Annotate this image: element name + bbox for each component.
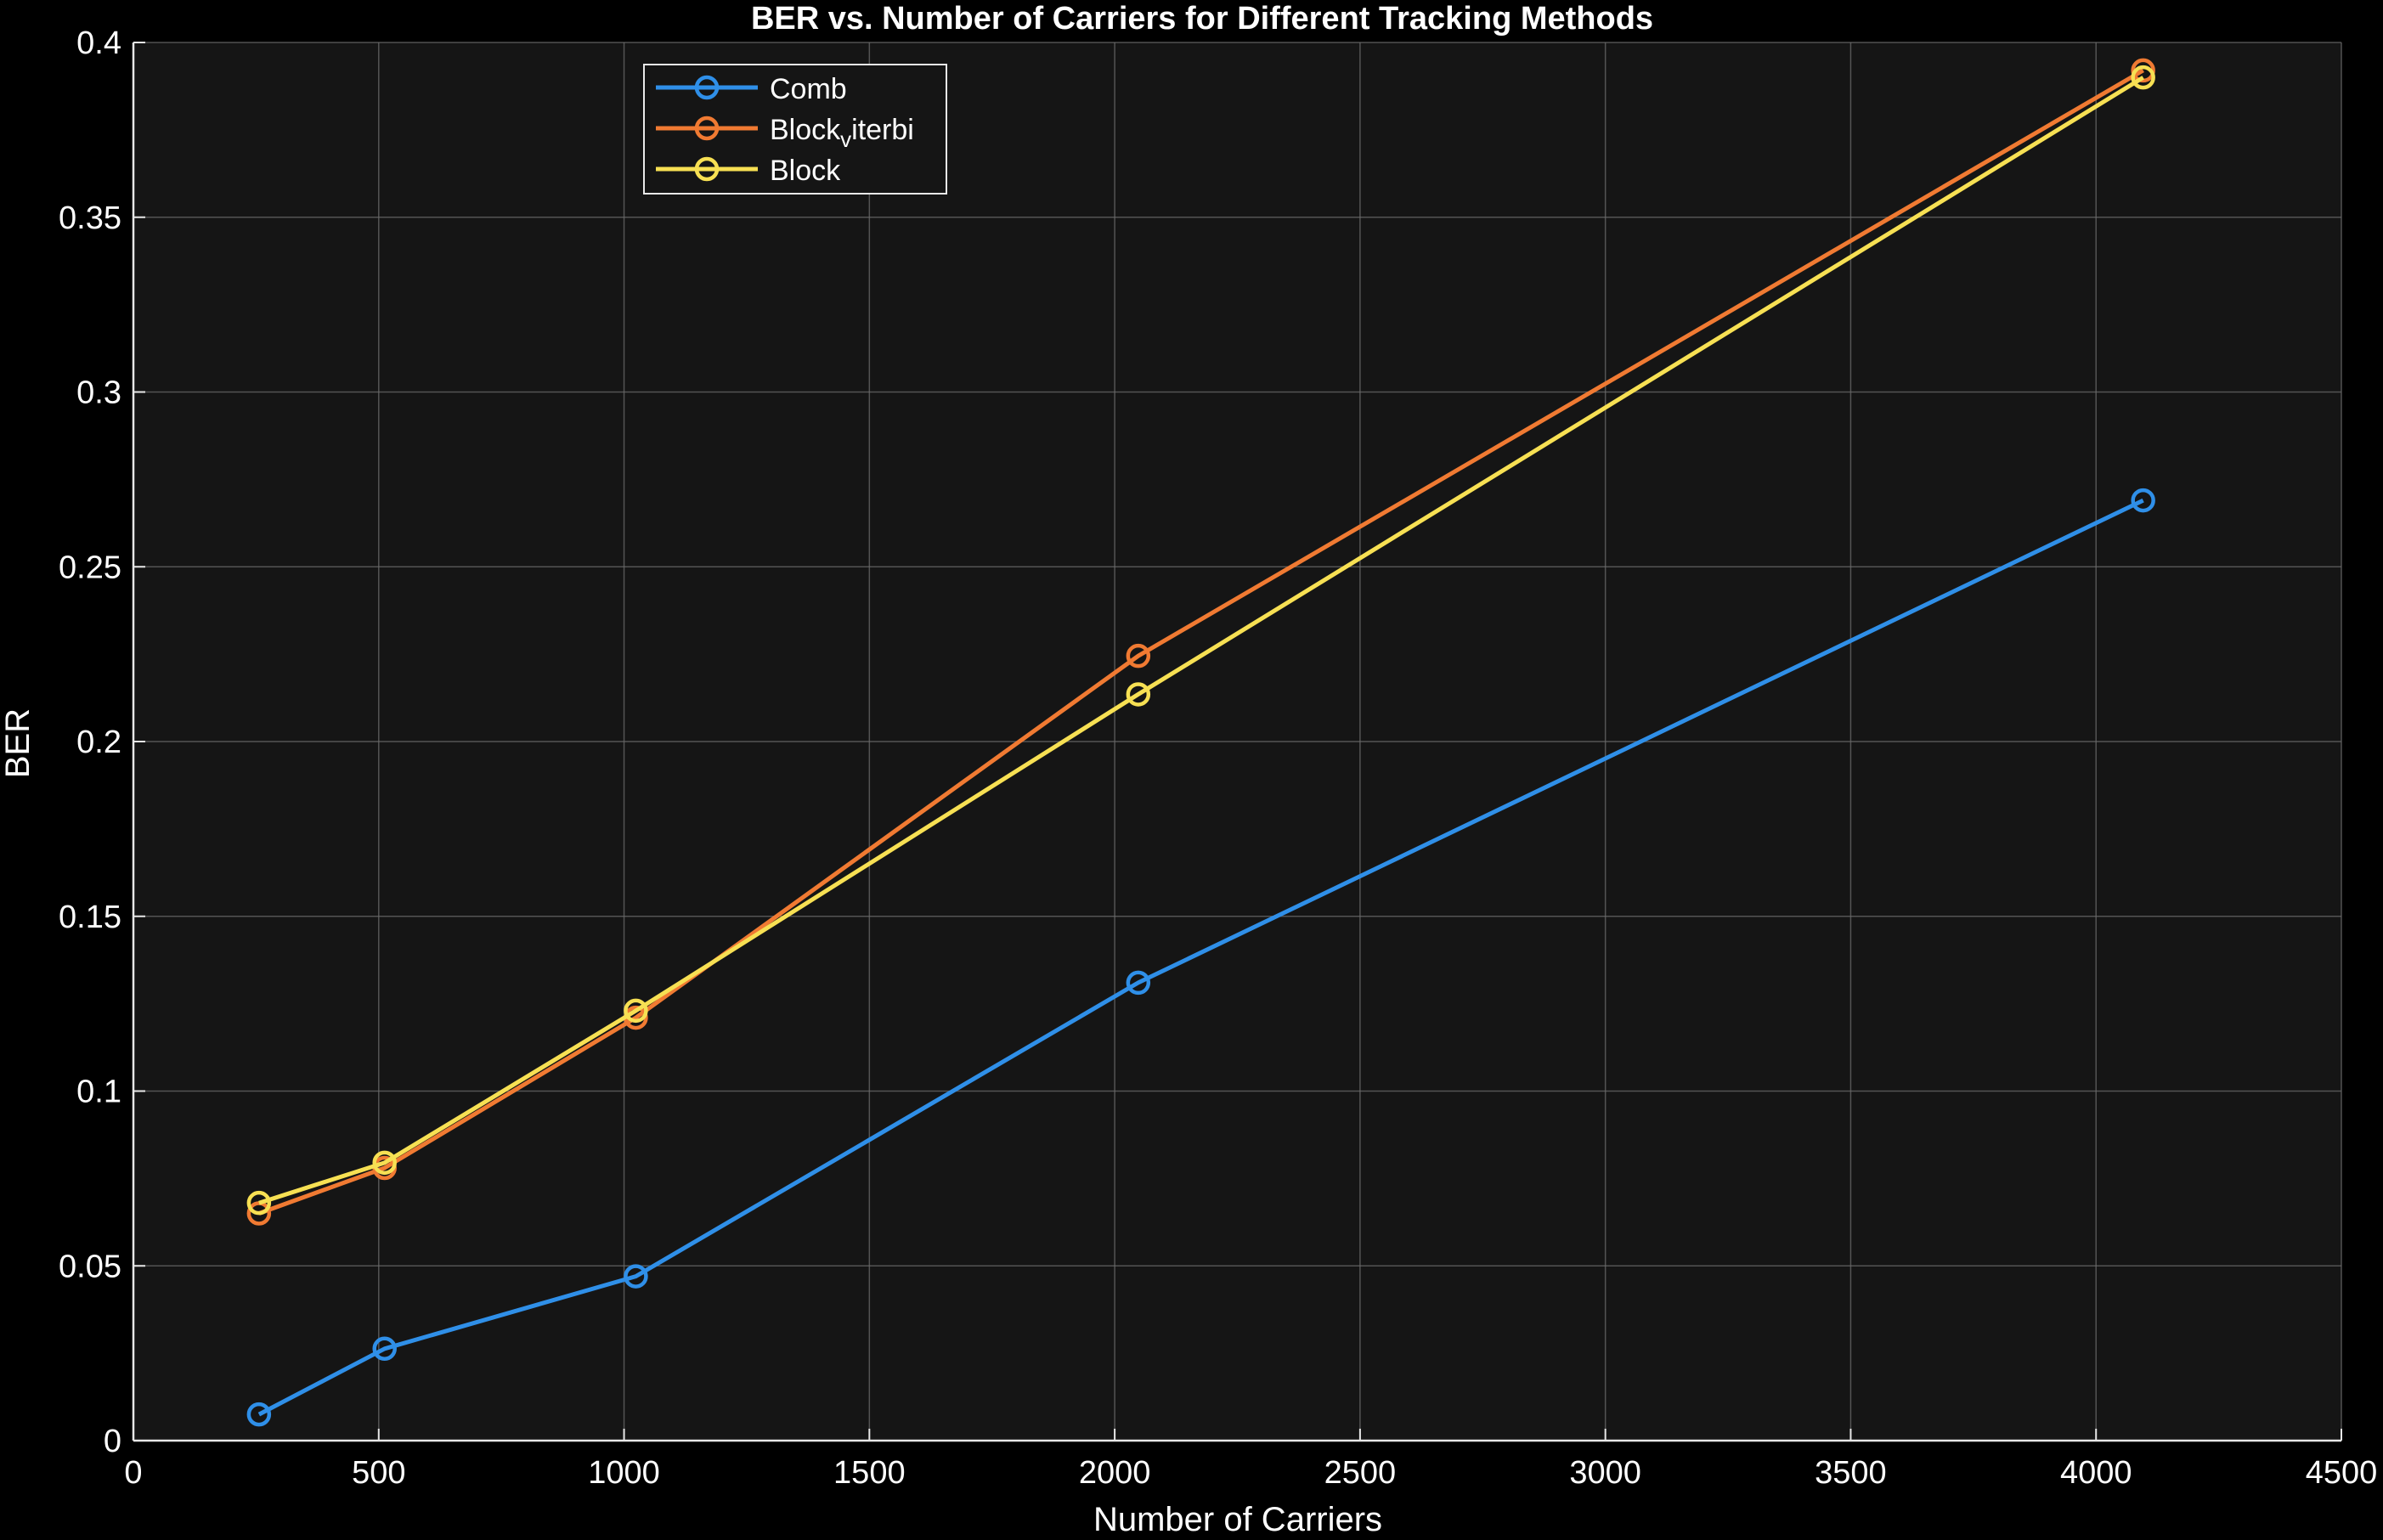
legend-label-rest: iterbi [851, 114, 914, 146]
series-line [257, 498, 2144, 1417]
legend-marker-swatch [694, 156, 720, 182]
data-point [246, 1201, 272, 1226]
data-point [2131, 488, 2155, 513]
data-point [1126, 643, 1151, 668]
series-comb [246, 488, 2155, 1427]
data-point [2131, 65, 2155, 90]
series-block [246, 65, 2155, 1216]
chart-title: BER vs. Number of Carriers for Different… [751, 1, 1653, 37]
legend-label-subscript: v [840, 127, 851, 152]
y-tick-label: 0.25 [59, 550, 121, 585]
legend-label-main: Block [770, 114, 841, 146]
x-tick-label: 1500 [833, 1455, 906, 1491]
tick-labels: 0 500 1000 1500 2000 2500 3000 3500 4000 4500 0 0.0… [59, 25, 2377, 1491]
x-tick-label: 2500 [1324, 1455, 1397, 1491]
data-point [372, 1336, 397, 1362]
x-axis-label: Number of Carriers [1093, 1501, 1382, 1536]
series-line [258, 68, 2144, 1216]
grid-lines [133, 42, 2342, 1441]
series-lines [246, 58, 2155, 1427]
y-tick-label: 0 [104, 1424, 121, 1459]
data-point [2131, 58, 2155, 83]
y-tick-label: 0.3 [76, 375, 121, 411]
axes [132, 42, 2342, 1442]
y-tick-label: 0.1 [76, 1075, 121, 1110]
x-tick-label: 4000 [2060, 1455, 2132, 1491]
x-tick-label: 3500 [1815, 1455, 1887, 1491]
y-tick-label: 0.35 [59, 200, 121, 236]
legend-label: Block [770, 155, 841, 187]
x-tick-label: 2000 [1079, 1455, 1151, 1491]
y-tick-label: 0.05 [59, 1249, 121, 1284]
legend-label: Blockviterbi [770, 114, 914, 152]
legend-label: Comb [770, 73, 847, 105]
y-tick-label: 0.2 [76, 725, 121, 760]
legend-label-main: Comb [770, 73, 847, 105]
x-tick-label: 3000 [1569, 1455, 1641, 1491]
data-point [1126, 682, 1151, 707]
data-point [372, 1150, 397, 1176]
data-point [624, 998, 648, 1024]
legend-marker-swatch [694, 75, 720, 100]
legend-marker-swatch [694, 116, 720, 141]
y-tick-label: 0.4 [76, 25, 121, 61]
x-tick-label: 1000 [588, 1455, 660, 1491]
data-point [624, 1264, 648, 1289]
y-axis-label: BER [0, 708, 37, 778]
legend-label-main: Block [770, 155, 841, 187]
legend-entry: Block [656, 155, 841, 187]
legend-entry: Comb [656, 73, 847, 105]
data-point [1126, 970, 1151, 996]
series-line [258, 76, 2145, 1205]
x-tick-label: 500 [352, 1455, 405, 1491]
data-point [246, 1190, 272, 1216]
x-tick-label: 4500 [2306, 1455, 2378, 1491]
data-point [246, 1402, 272, 1427]
legend-entry: Blockviterbi [656, 114, 914, 152]
x-tick-label: 0 [124, 1455, 142, 1491]
y-tick-label: 0.15 [59, 900, 121, 935]
